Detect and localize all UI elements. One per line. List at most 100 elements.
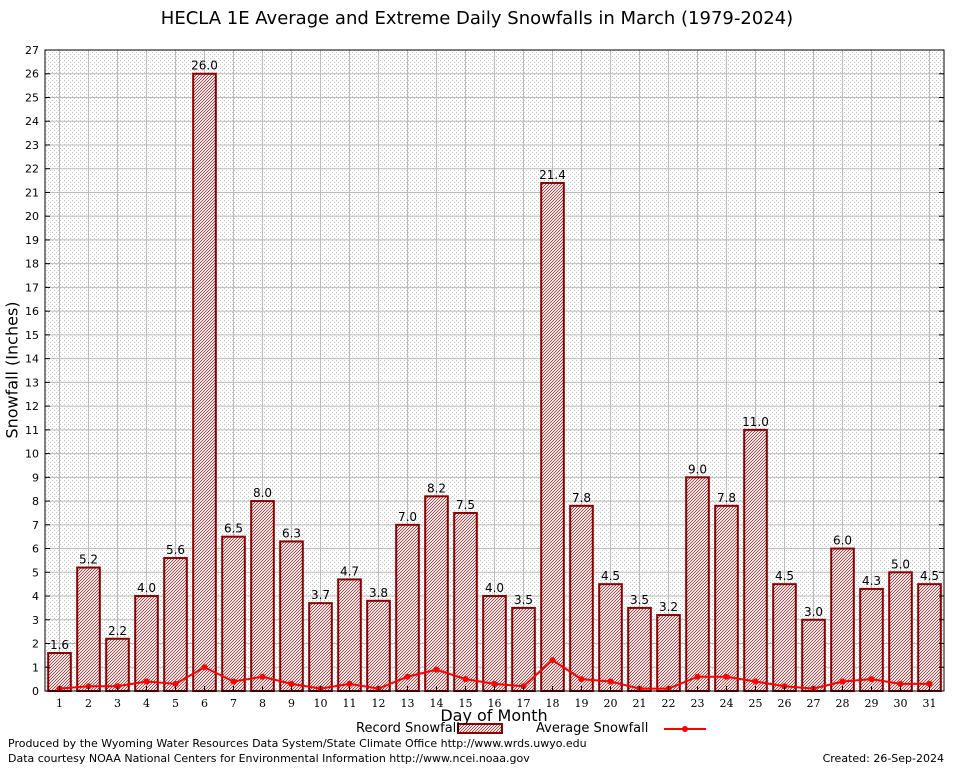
bar-day-26 xyxy=(772,583,797,693)
bar-value-label: 6.5 xyxy=(224,522,243,536)
bar-day-29 xyxy=(859,587,884,692)
average-point-day-7 xyxy=(230,678,237,685)
bar-value-label: 6.3 xyxy=(282,526,301,540)
average-point-day-31 xyxy=(926,680,933,687)
bars: 1.6 5.2 2.2 4.0 5.6 26.0 6.5 8.0 6.3 3.7 4.7 3.8 7.0… xyxy=(47,59,942,693)
y-tick-label: 21 xyxy=(25,186,39,199)
x-tick-label: 14 xyxy=(430,697,444,710)
bar-value-label: 6.0 xyxy=(833,534,852,548)
bar-value-label: 26.0 xyxy=(191,59,218,73)
average-point-day-20 xyxy=(607,678,614,685)
x-tick-label: 29 xyxy=(865,697,879,710)
y-tick-label: 23 xyxy=(25,139,39,152)
bar-value-label: 7.8 xyxy=(572,491,591,505)
bar-value-label: 4.5 xyxy=(920,569,939,583)
bar-day-14 xyxy=(424,495,449,692)
x-tick-label: 15 xyxy=(459,697,473,710)
bar-day-2 xyxy=(76,566,101,693)
x-tick-label: 21 xyxy=(633,697,647,710)
average-point-day-9 xyxy=(288,680,295,687)
bar-value-label: 7.8 xyxy=(717,491,736,505)
y-axis-label: Snowfall (Inches) xyxy=(2,301,22,439)
x-tick-label: 7 xyxy=(230,697,237,710)
bar-value-label: 3.8 xyxy=(369,586,388,600)
bar-day-10 xyxy=(308,602,333,692)
legend-record-label: Record Snowfall xyxy=(356,721,460,736)
bar-value-label: 3.2 xyxy=(659,600,678,614)
y-tick-label: 2 xyxy=(32,638,39,651)
y-tick-label: 1 xyxy=(32,661,39,674)
bar-day-13 xyxy=(395,523,420,692)
x-tick-label: 28 xyxy=(836,697,850,710)
bar-day-31 xyxy=(917,583,942,693)
x-tick-label: 12 xyxy=(372,697,386,710)
x-tick-label: 25 xyxy=(749,697,763,710)
bar-value-label: 3.0 xyxy=(804,605,823,619)
x-tick-label: 26 xyxy=(778,697,792,710)
x-tick-label: 16 xyxy=(488,697,502,710)
average-point-day-14 xyxy=(433,666,440,673)
x-tick-label: 10 xyxy=(314,697,328,710)
x-tick-label: 4 xyxy=(143,697,150,710)
bar-value-label: 4.7 xyxy=(340,564,359,578)
bar-day-18 xyxy=(540,181,565,692)
bar-day-3 xyxy=(105,637,130,693)
y-tick-label: 9 xyxy=(32,471,39,484)
bar-day-20 xyxy=(598,583,623,693)
y-tick-label: 0 xyxy=(32,685,39,698)
legend-record-swatch xyxy=(457,723,503,734)
average-point-day-6 xyxy=(201,664,208,671)
bar-value-label: 5.0 xyxy=(891,557,910,571)
y-tick-label: 7 xyxy=(32,519,39,532)
bar-day-28 xyxy=(830,547,855,692)
bar-value-label: 8.2 xyxy=(427,481,446,495)
footer-producer: Produced by the Wyoming Water Resources … xyxy=(8,737,587,750)
bar-day-23 xyxy=(685,476,710,693)
axes: 0123456789101112131415161718192021222324… xyxy=(25,44,945,710)
average-point-day-15 xyxy=(462,676,469,683)
bar-value-label: 4.5 xyxy=(775,569,794,583)
x-tick-label: 20 xyxy=(604,697,618,710)
y-tick-label: 6 xyxy=(32,543,39,556)
y-tick-label: 10 xyxy=(25,448,39,461)
bar-day-24 xyxy=(714,504,739,693)
bar-value-label: 7.5 xyxy=(456,498,475,512)
average-point-day-23 xyxy=(694,673,701,680)
average-point-day-25 xyxy=(752,678,759,685)
x-tick-label: 22 xyxy=(662,697,676,710)
x-tick-label: 9 xyxy=(288,697,295,710)
legend xyxy=(457,723,706,734)
average-point-day-18 xyxy=(549,657,556,664)
footer-courtesy: Data courtesy NOAA National Centers for … xyxy=(8,752,530,765)
bar-value-label: 11.0 xyxy=(742,415,769,429)
y-tick-label: 8 xyxy=(32,495,39,508)
average-point-day-30 xyxy=(897,680,904,687)
bar-value-label: 5.2 xyxy=(79,553,98,567)
bar-value-label: 4.3 xyxy=(862,574,881,588)
bar-value-label: 3.5 xyxy=(514,593,533,607)
bar-value-label: 5.6 xyxy=(166,543,185,557)
average-point-day-29 xyxy=(868,676,875,683)
bar-day-7 xyxy=(221,535,246,692)
y-tick-label: 11 xyxy=(25,424,39,437)
average-point-day-16 xyxy=(491,680,498,687)
y-tick-label: 13 xyxy=(25,376,39,389)
legend-average-marker xyxy=(682,726,688,732)
average-point-day-11 xyxy=(346,680,353,687)
x-tick-label: 30 xyxy=(894,697,908,710)
average-point-day-24 xyxy=(723,673,730,680)
average-point-day-28 xyxy=(839,678,846,685)
y-tick-label: 25 xyxy=(25,91,39,104)
y-tick-label: 26 xyxy=(25,68,39,81)
x-axis-label: Day of Month xyxy=(440,706,548,725)
y-tick-label: 14 xyxy=(25,353,39,366)
y-tick-label: 3 xyxy=(32,614,39,627)
bar-day-9 xyxy=(279,540,304,693)
bar-value-label: 4.0 xyxy=(137,581,156,595)
y-tick-label: 20 xyxy=(25,210,39,223)
x-tick-label: 31 xyxy=(923,697,937,710)
y-tick-label: 27 xyxy=(25,44,39,57)
average-point-day-8 xyxy=(259,673,266,680)
bar-day-22 xyxy=(656,614,681,692)
y-tick-label: 15 xyxy=(25,329,39,342)
